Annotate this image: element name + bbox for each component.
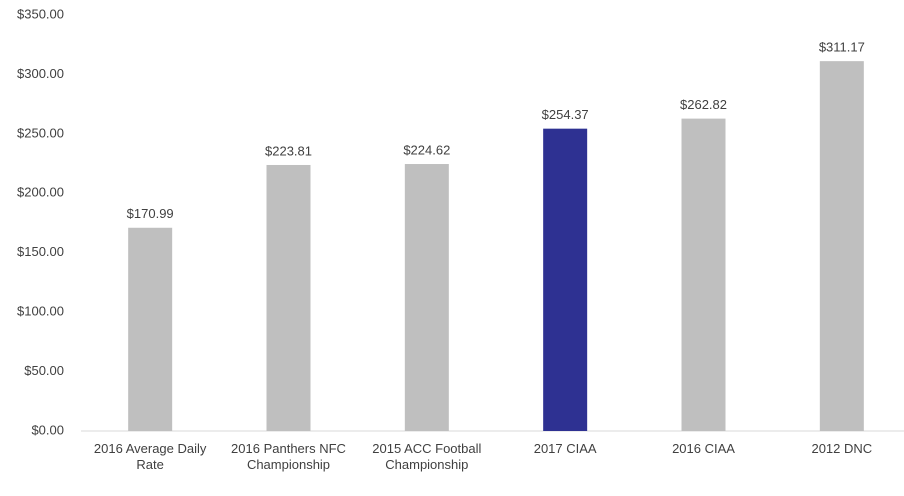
y-tick-label: $350.00 [17,6,64,21]
data-label: $224.62 [403,142,450,157]
y-tick-label: $150.00 [17,244,64,259]
y-tick-label: $50.00 [24,363,64,378]
y-tick-label: $200.00 [17,185,64,200]
bar [543,128,588,431]
bar [404,164,449,432]
x-tick-label: 2012 DNC [811,441,873,456]
y-tick-label: $100.00 [17,304,64,319]
bar [128,227,173,431]
data-label: $254.37 [542,107,589,122]
y-tick-label: $0.00 [31,422,64,437]
bar [266,164,311,431]
x-tick-label: 2016 CIAA [672,441,735,456]
y-tick-label: $300.00 [17,66,64,81]
data-label: $170.99 [127,206,174,221]
x-tick-label: 2016 Panthers NFC Championship [231,441,346,472]
x-tick-label: 2017 CIAA [533,441,597,456]
bar [819,61,864,432]
bar [681,118,726,431]
data-label: $311.17 [819,40,865,55]
data-label: $223.81 [265,143,312,158]
y-tick-label: $250.00 [17,125,64,140]
x-tick-label: 2015 ACC Football Championship [372,441,482,472]
x-tick-label: 2016 Average Daily Rate [93,441,207,472]
data-label: $262.82 [680,97,727,112]
